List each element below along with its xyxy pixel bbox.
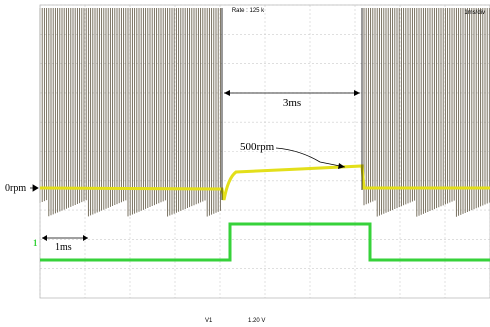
oscilloscope-screen: 3ms 500rpm 0rpm 1ms 1 Rate : 125 k 1ms/d… — [0, 0, 490, 327]
timebase-label: 1ms/div — [464, 10, 485, 16]
scale-label: 1ms — [55, 242, 72, 253]
zero-label: 0rpm — [5, 183, 26, 194]
rate-label: Rate : 125 k — [232, 8, 265, 14]
channel-label: V1 — [205, 318, 213, 324]
speed-label: 500rpm — [240, 141, 275, 153]
level-label: 1.20 V — [248, 318, 265, 324]
duration-label: 3ms — [283, 97, 301, 109]
channel-marker: 1 — [33, 238, 38, 248]
